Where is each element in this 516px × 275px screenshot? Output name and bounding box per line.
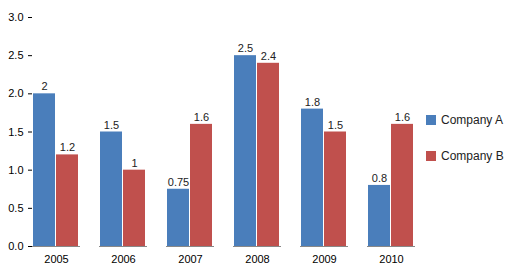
svg-text:2: 2 — [41, 80, 47, 92]
svg-text:2008: 2008 — [245, 253, 269, 265]
html-text:Company B: Company B — [441, 148, 504, 163]
svg-text:2006: 2006 — [111, 253, 135, 265]
svg-text:0.0: 0.0 — [8, 240, 23, 252]
svg-text:3.0: 3.0 — [8, 11, 23, 23]
svg-text:1.0: 1.0 — [8, 164, 23, 176]
svg-text:2.0: 2.0 — [8, 87, 23, 99]
svg-text:1.5: 1.5 — [8, 126, 23, 138]
svg-text:1.8: 1.8 — [305, 96, 320, 108]
svg-text:1.6: 1.6 — [194, 111, 209, 123]
svg-text:2009: 2009 — [312, 253, 336, 265]
svg-text:2.4: 2.4 — [261, 50, 276, 62]
svg-text:2.5: 2.5 — [8, 49, 23, 61]
svg-text:2010: 2010 — [379, 253, 403, 265]
svg-text:1.6: 1.6 — [395, 111, 410, 123]
svg-text:2007: 2007 — [178, 253, 202, 265]
svg-text:2.5: 2.5 — [238, 42, 253, 54]
svg-text:0.8: 0.8 — [372, 172, 387, 184]
svg-text:1.5: 1.5 — [104, 119, 119, 131]
svg-text:2005: 2005 — [44, 253, 68, 265]
svg-text:0.5: 0.5 — [8, 202, 23, 214]
svg-text:1: 1 — [131, 157, 137, 169]
svg-text:0.75: 0.75 — [168, 176, 189, 188]
svg-text:1.2: 1.2 — [60, 141, 75, 153]
html-text:Company A: Company A — [441, 112, 503, 127]
svg-text:1.5: 1.5 — [328, 119, 343, 131]
